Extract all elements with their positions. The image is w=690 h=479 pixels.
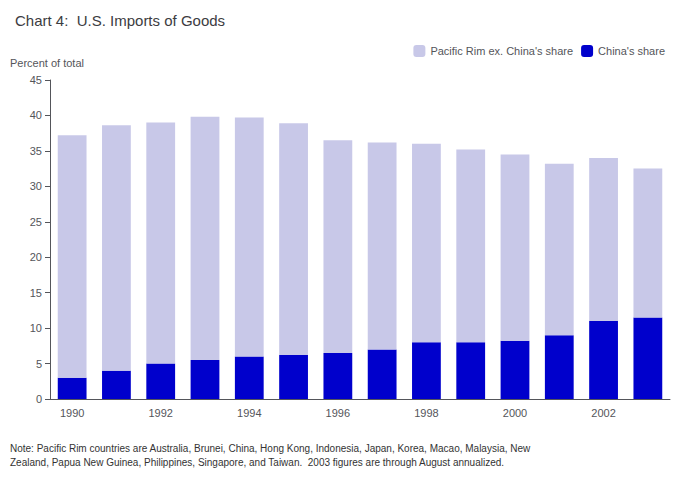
svg-text:1992: 1992 (148, 407, 172, 419)
svg-text:20: 20 (30, 251, 42, 263)
svg-text:China's share: China's share (598, 45, 665, 57)
svg-text:35: 35 (30, 145, 42, 157)
svg-text:Pacific Rim ex. China's share: Pacific Rim ex. China's share (430, 45, 573, 57)
svg-text:1996: 1996 (326, 407, 350, 419)
svg-text:Chart 4: U.S. Imports of Good: Chart 4: U.S. Imports of Goods (15, 12, 225, 29)
svg-text:2002: 2002 (591, 407, 615, 419)
svg-text:10: 10 (30, 322, 42, 334)
svg-text:Zealand, Papua New Guinea, Phi: Zealand, Papua New Guinea, Philippines, … (10, 457, 504, 468)
svg-text:1990: 1990 (60, 407, 84, 419)
svg-text:30: 30 (30, 180, 42, 192)
svg-text:2000: 2000 (503, 407, 527, 419)
svg-text:40: 40 (30, 109, 42, 121)
svg-text:5: 5 (36, 358, 42, 370)
svg-text:1994: 1994 (237, 407, 261, 419)
svg-text:1998: 1998 (414, 407, 438, 419)
svg-text:45: 45 (30, 74, 42, 86)
svg-text:15: 15 (30, 287, 42, 299)
svg-text:25: 25 (30, 216, 42, 228)
svg-text:Percent of total: Percent of total (10, 57, 84, 69)
svg-text:Note: Pacific Rim countries ar: Note: Pacific Rim countries are Australi… (10, 443, 531, 454)
svg-text:0: 0 (36, 393, 42, 405)
